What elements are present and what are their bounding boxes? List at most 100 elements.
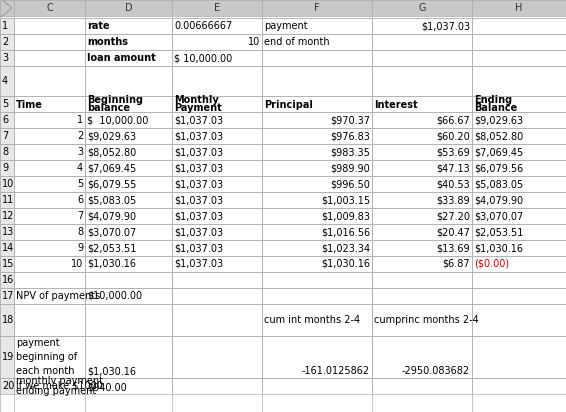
Text: $5,083.05: $5,083.05 bbox=[87, 195, 136, 205]
Bar bbox=[0, 0, 14, 16]
Text: Monthly: Monthly bbox=[174, 95, 218, 105]
Text: $4,079.90: $4,079.90 bbox=[87, 211, 136, 221]
Bar bbox=[85, 66, 172, 96]
Bar bbox=[472, 272, 566, 288]
Text: 4: 4 bbox=[77, 163, 83, 173]
Text: 9: 9 bbox=[2, 163, 8, 173]
Text: $940.00: $940.00 bbox=[87, 382, 127, 392]
Text: $1,037.03: $1,037.03 bbox=[174, 163, 223, 173]
Bar bbox=[372, 66, 472, 96]
Bar bbox=[262, 34, 372, 50]
Bar bbox=[262, 0, 372, 16]
Text: $6,079.56: $6,079.56 bbox=[474, 163, 523, 173]
Bar bbox=[85, 304, 172, 336]
Bar bbox=[14, 144, 85, 160]
Text: $1,037.03: $1,037.03 bbox=[174, 211, 223, 221]
Bar bbox=[85, 208, 172, 224]
Bar bbox=[0, 240, 14, 256]
Bar bbox=[0, 18, 14, 34]
Text: $20.47: $20.47 bbox=[436, 227, 470, 237]
Bar bbox=[262, 66, 372, 96]
Bar bbox=[372, 224, 472, 240]
Bar bbox=[262, 144, 372, 160]
Bar bbox=[472, 34, 566, 50]
Bar bbox=[14, 96, 85, 112]
Text: months: months bbox=[87, 37, 128, 47]
Bar bbox=[0, 160, 14, 176]
Text: $10,000.00: $10,000.00 bbox=[87, 291, 142, 301]
Bar bbox=[85, 112, 172, 128]
Text: 16: 16 bbox=[2, 275, 14, 285]
Bar bbox=[262, 288, 372, 304]
Text: $989.90: $989.90 bbox=[330, 163, 370, 173]
Text: 20: 20 bbox=[2, 381, 14, 391]
Bar bbox=[85, 288, 172, 304]
Bar bbox=[172, 18, 262, 34]
Bar bbox=[0, 176, 14, 192]
Bar bbox=[472, 224, 566, 240]
Text: $1,003.15: $1,003.15 bbox=[321, 195, 370, 205]
Text: 4: 4 bbox=[2, 76, 8, 86]
Bar bbox=[472, 192, 566, 208]
Text: $9,029.63: $9,029.63 bbox=[474, 115, 523, 125]
Text: 15: 15 bbox=[2, 259, 14, 269]
Bar bbox=[262, 112, 372, 128]
Text: -2950.083682: -2950.083682 bbox=[402, 366, 470, 376]
Text: $ 10,000.00: $ 10,000.00 bbox=[174, 53, 232, 63]
Text: 9: 9 bbox=[77, 243, 83, 253]
Text: $1,030.16: $1,030.16 bbox=[474, 243, 523, 253]
Text: E: E bbox=[214, 3, 220, 13]
Bar bbox=[85, 378, 172, 394]
Bar bbox=[0, 272, 14, 288]
Bar bbox=[472, 18, 566, 34]
Bar bbox=[14, 288, 85, 304]
Bar bbox=[14, 378, 85, 394]
Text: F: F bbox=[314, 3, 320, 13]
Text: 18: 18 bbox=[2, 315, 14, 325]
Text: $6,079.55: $6,079.55 bbox=[87, 179, 136, 189]
Bar bbox=[172, 50, 262, 66]
Text: $27.20: $27.20 bbox=[436, 211, 470, 221]
Bar bbox=[262, 272, 372, 288]
Bar bbox=[172, 112, 262, 128]
Text: 7: 7 bbox=[2, 131, 8, 141]
Text: G: G bbox=[418, 3, 426, 13]
Text: $1,037.03: $1,037.03 bbox=[174, 179, 223, 189]
Text: $1,037.03: $1,037.03 bbox=[174, 227, 223, 237]
Bar bbox=[372, 176, 472, 192]
Text: 3: 3 bbox=[2, 53, 8, 63]
Text: ending payment: ending payment bbox=[16, 386, 96, 396]
Bar bbox=[472, 96, 566, 112]
Bar bbox=[372, 160, 472, 176]
Text: $1,037.03: $1,037.03 bbox=[174, 131, 223, 141]
Bar bbox=[172, 288, 262, 304]
Bar bbox=[262, 18, 372, 34]
Bar bbox=[372, 240, 472, 256]
Bar bbox=[472, 176, 566, 192]
Bar bbox=[372, 272, 472, 288]
Bar bbox=[372, 304, 472, 336]
Bar bbox=[0, 66, 14, 96]
Bar bbox=[172, 96, 262, 112]
Bar bbox=[0, 96, 14, 112]
Bar bbox=[262, 160, 372, 176]
Text: Principal: Principal bbox=[264, 100, 313, 110]
Text: D: D bbox=[125, 3, 132, 13]
Bar bbox=[0, 144, 14, 160]
Bar bbox=[372, 378, 472, 394]
Bar bbox=[472, 378, 566, 394]
Bar bbox=[14, 128, 85, 144]
Text: 17: 17 bbox=[2, 291, 14, 301]
Bar bbox=[262, 176, 372, 192]
Bar bbox=[14, 336, 85, 378]
Text: $2,053.51: $2,053.51 bbox=[87, 243, 136, 253]
Bar bbox=[14, 0, 85, 16]
Bar bbox=[472, 112, 566, 128]
Text: Ending: Ending bbox=[474, 95, 512, 105]
Text: 6: 6 bbox=[2, 115, 8, 125]
Bar bbox=[85, 160, 172, 176]
Text: $976.83: $976.83 bbox=[330, 131, 370, 141]
Text: 6: 6 bbox=[77, 195, 83, 205]
Text: $1,030.16: $1,030.16 bbox=[321, 259, 370, 269]
Bar bbox=[0, 50, 14, 66]
